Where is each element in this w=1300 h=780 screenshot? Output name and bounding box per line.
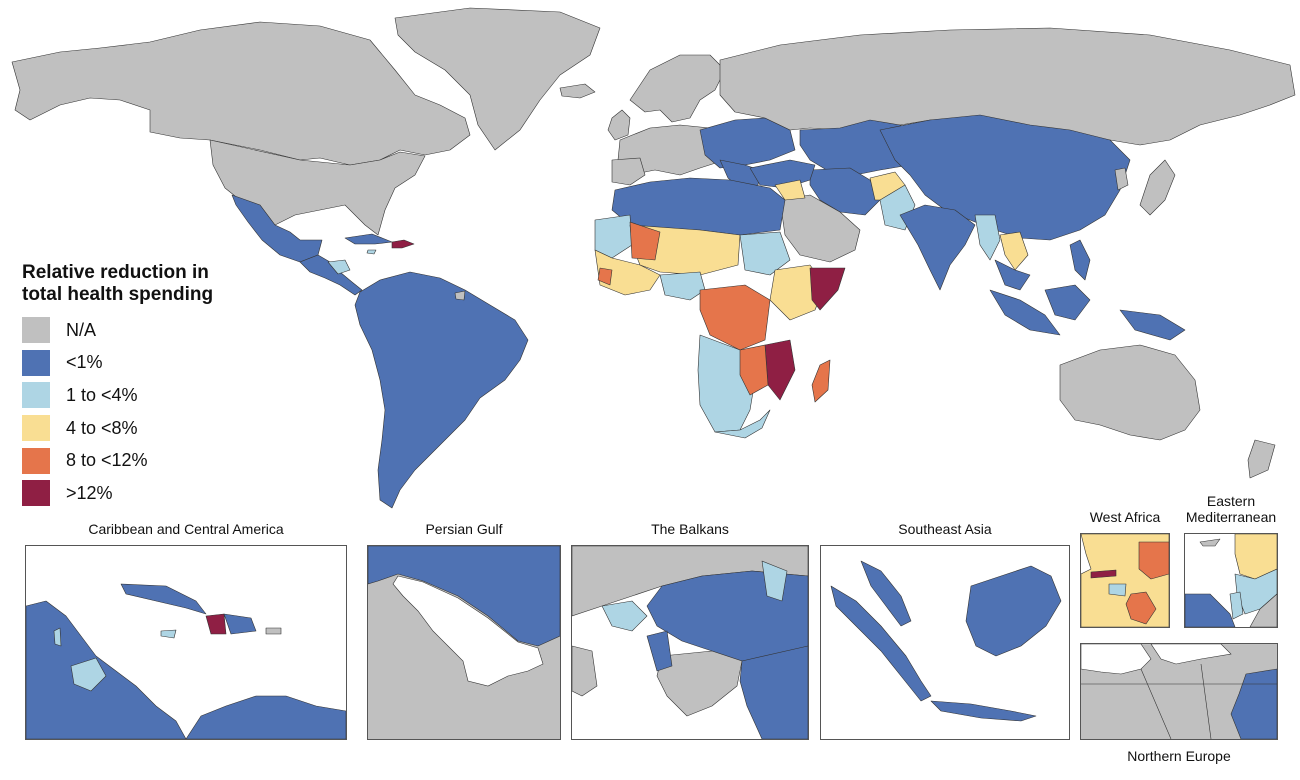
scandinavia — [629, 54, 726, 123]
inset-map-balkans — [571, 545, 809, 740]
legend-swatch — [22, 480, 50, 507]
legend: Relative reduction in total health spend… — [22, 262, 252, 510]
legend-label: N/A — [66, 319, 97, 340]
legend-swatch — [22, 349, 50, 376]
mali-orange — [629, 221, 661, 261]
legend-swatch — [22, 415, 50, 442]
inset-map-northern-europe — [1080, 643, 1278, 740]
legend-swatch — [22, 447, 50, 474]
madagascar — [811, 359, 831, 403]
legend-title: Relative reduction in total health spend… — [22, 262, 214, 305]
inset-title-persian-gulf: Persian Gulf — [425, 521, 503, 537]
mozambique-malawi — [764, 339, 796, 401]
china-mongolia — [879, 114, 1131, 241]
inset-title-west-africa: West Africa — [1089, 509, 1161, 525]
cuba — [344, 233, 393, 245]
french-guiana — [454, 290, 466, 301]
korea — [1114, 167, 1129, 191]
arabian-peninsula — [779, 194, 861, 263]
legend-label: 4 to <8% — [66, 417, 138, 438]
africa — [594, 177, 846, 439]
europe — [559, 54, 796, 189]
inset-title-eastern-med: Eastern Mediterranean — [1185, 493, 1277, 525]
world-map — [11, 7, 1296, 509]
central-africa — [699, 284, 771, 351]
south-africa — [714, 409, 771, 439]
inset-title-caribbean: Caribbean and Central America — [88, 521, 284, 537]
legend-item-1to4: 1 to <4% — [22, 379, 252, 412]
legend-label: >12% — [66, 482, 113, 503]
honduras — [327, 259, 351, 275]
iraq-syria — [774, 179, 806, 201]
inset-map-eastern-med — [1184, 533, 1278, 628]
nigeria — [659, 271, 706, 301]
balkans — [719, 159, 761, 189]
legend-item-4to8: 4 to <8% — [22, 412, 252, 445]
indonesia-west — [989, 289, 1061, 336]
legend-swatch — [22, 382, 50, 409]
iceland — [559, 83, 596, 99]
japan — [1139, 159, 1176, 216]
inset-map-west-africa — [1080, 533, 1170, 628]
laos-cambodia — [999, 231, 1029, 271]
southeast-asia-mainland — [994, 259, 1031, 291]
sudan — [739, 231, 791, 276]
inset-title-balkans: The Balkans — [651, 521, 729, 537]
legend-label: 8 to <12% — [66, 450, 148, 471]
south-america-land — [354, 271, 529, 509]
inset-map-persian-gulf — [367, 545, 561, 740]
greenland — [394, 7, 601, 151]
legend-label: <1% — [66, 352, 103, 373]
philippines — [1069, 239, 1091, 281]
north-america — [11, 7, 601, 296]
uk — [607, 109, 631, 141]
central-america — [299, 254, 363, 296]
new-zealand — [1247, 439, 1276, 479]
south-america — [354, 271, 529, 509]
australia — [1059, 344, 1201, 441]
png — [1119, 309, 1186, 341]
borneo-sulawesi — [1044, 284, 1091, 321]
india — [899, 204, 976, 291]
legend-item-8to12: 8 to <12% — [22, 444, 252, 477]
russia-asia — [719, 27, 1296, 479]
inset-map-southeast-asia — [820, 545, 1070, 740]
legend-label: 1 to <4% — [66, 384, 138, 405]
inset-map-caribbean — [25, 545, 347, 740]
myanmar-bangladesh — [974, 214, 1001, 261]
legend-item-gt12: >12% — [22, 477, 252, 510]
west-africa-coast — [594, 249, 661, 296]
sierra-leone-liberia — [597, 267, 613, 286]
western-sahara-mauritania — [594, 214, 633, 259]
eastern-europe — [699, 117, 796, 169]
somalia — [809, 267, 846, 311]
iberia — [611, 157, 646, 186]
zambia-zimbabwe — [739, 344, 769, 396]
haiti-dr — [391, 239, 415, 249]
iran — [809, 167, 881, 216]
inset-title-northern-europe: Northern Europe — [1127, 748, 1231, 764]
inset-title-southeast-asia: Southeast Asia — [898, 521, 992, 537]
legend-item-lt1: <1% — [22, 347, 252, 380]
legend-item-na: N/A — [22, 314, 252, 347]
legend-swatch — [22, 317, 50, 344]
canada-alaska — [11, 21, 471, 166]
jamaica — [366, 249, 377, 255]
